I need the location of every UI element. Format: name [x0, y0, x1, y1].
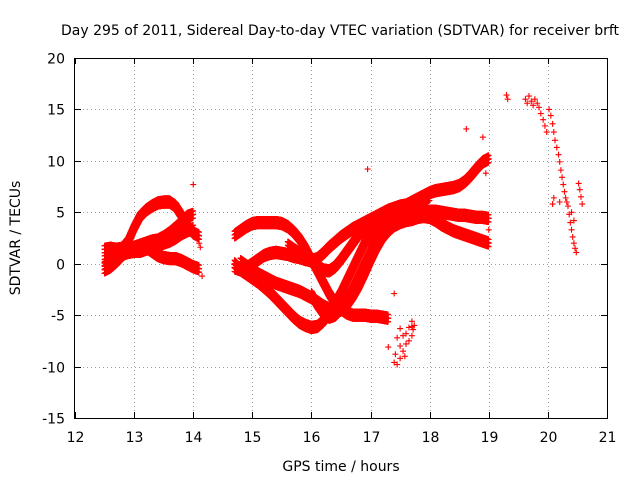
- chart-title: Day 295 of 2011, Sidereal Day-to-day VTE…: [61, 23, 620, 39]
- data-points-layer: [101, 92, 586, 368]
